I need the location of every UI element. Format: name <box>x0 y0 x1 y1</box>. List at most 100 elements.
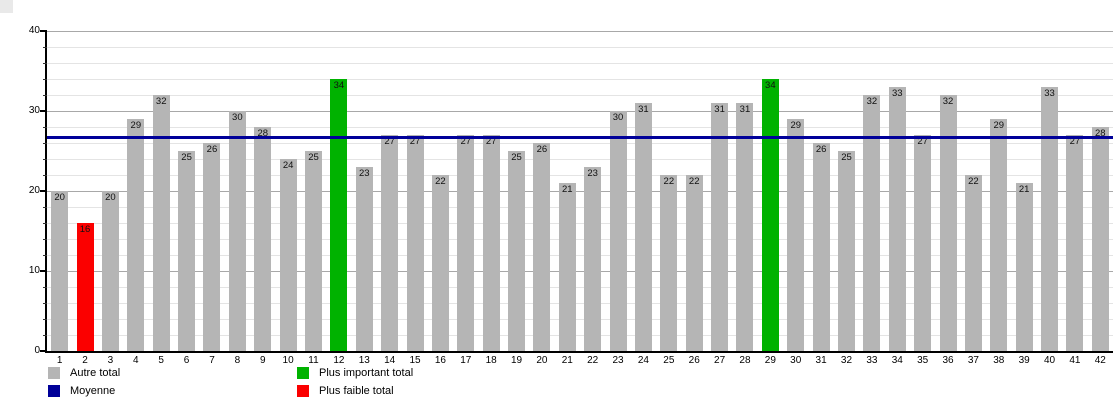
x-axis-label: 21 <box>561 355 573 366</box>
x-axis-label: 26 <box>688 355 700 366</box>
x-axis-label: 16 <box>434 355 446 366</box>
y-axis-label: 30 <box>28 105 40 116</box>
x-axis-label: 30 <box>790 355 802 366</box>
x-axis-label: 25 <box>663 355 675 366</box>
bar: 20 <box>101 191 119 351</box>
bar: 21 <box>558 183 576 351</box>
bar: 27 <box>1066 135 1084 351</box>
bar-value-label: 31 <box>638 104 649 115</box>
y-axis-label: 40 <box>28 25 40 36</box>
bar-value-label: 27 <box>384 136 395 147</box>
bar: 28 <box>1091 127 1109 351</box>
bar-value-label: 29 <box>130 120 142 131</box>
bar: 32 <box>939 95 957 351</box>
y-axis-tick-major <box>40 30 47 32</box>
x-axis-label: 10 <box>282 355 294 366</box>
bar: 32 <box>152 95 170 351</box>
y-axis-tick-major <box>40 110 47 112</box>
x-axis-label: 20 <box>536 355 548 366</box>
bar-value-label: 28 <box>257 128 269 139</box>
x-axis-label: 19 <box>510 355 523 366</box>
bar-value-label: 27 <box>917 136 928 147</box>
x-axis-label: 36 <box>942 355 954 366</box>
y-axis-tick-minor <box>43 318 47 320</box>
x-axis-label: 27 <box>714 355 726 366</box>
gridline-minor <box>47 302 1113 304</box>
bar-value-label: 20 <box>105 192 116 203</box>
y-axis-label: 0 <box>34 345 40 356</box>
bar: 26 <box>533 143 551 351</box>
x-axis-label: 37 <box>967 355 979 366</box>
bar: 22 <box>431 175 449 351</box>
bar: 25 <box>305 151 322 351</box>
x-axis-label: 7 <box>209 355 215 366</box>
bar-value-label: 34 <box>333 80 345 91</box>
bar: 27 <box>406 135 424 351</box>
legend-item-plus-important-total: Plus important total <box>297 366 413 379</box>
legend-swatch-moyenne <box>48 384 60 397</box>
gridline-minor <box>47 62 1113 64</box>
legend-label: Autre total <box>70 366 121 379</box>
x-axis-label: 15 <box>409 355 421 366</box>
bar: 29 <box>787 119 805 351</box>
gridline-minor <box>47 126 1113 128</box>
y-axis-tick-minor <box>43 254 47 256</box>
x-axis-label: 8 <box>234 355 241 366</box>
x-axis-label: 13 <box>358 355 370 366</box>
gridline-minor <box>47 222 1113 224</box>
x-axis-label: 5 <box>158 355 164 366</box>
gridline-major <box>47 190 1113 192</box>
bar-value-label: 25 <box>181 152 192 163</box>
bar-value-label: 26 <box>206 144 218 155</box>
y-axis-tick-minor <box>43 222 47 224</box>
x-axis-label: 28 <box>739 355 751 366</box>
y-axis-tick-minor <box>43 174 47 176</box>
gridline-minor <box>47 142 1113 144</box>
bar: 30 <box>609 111 627 351</box>
bar-value-label: 23 <box>587 168 598 179</box>
gridline-major <box>47 30 1113 32</box>
bar-value-label: 21 <box>1018 184 1030 195</box>
x-axis-label: 33 <box>866 355 878 366</box>
bar-value-label: 28 <box>1095 128 1106 139</box>
legend-item-moyenne: Moyenne <box>48 384 115 397</box>
bar: 26 <box>203 143 221 351</box>
y-axis-tick-minor <box>43 142 47 144</box>
bar: 34 <box>330 79 348 351</box>
legend-swatch-plus-faible-total <box>297 384 309 397</box>
x-axis-label: 14 <box>384 355 396 366</box>
y-axis-tick-minor <box>43 62 47 64</box>
bar: 31 <box>736 103 754 351</box>
bar: 31 <box>711 103 729 351</box>
x-axis-label: 24 <box>637 355 649 366</box>
plot-area: 20 16 20 29 32 25 26 30 28 24 25 34 23 27 27 22 27 27 25 26… <box>45 30 1113 353</box>
legend-label: Plus important total <box>319 366 414 379</box>
bar: 27 <box>914 135 932 351</box>
y-axis-tick-major <box>40 190 47 192</box>
gridline-minor <box>47 78 1113 80</box>
legend-label: Moyenne <box>70 384 116 397</box>
gridline-minor <box>47 46 1113 48</box>
legend-swatch-plus-important-total <box>297 366 309 379</box>
x-axis-label: 2 <box>82 355 88 366</box>
gridline-major <box>47 270 1113 272</box>
x-axis-label: 6 <box>183 355 190 366</box>
bar-value-label: 30 <box>612 112 624 123</box>
y-axis-tick-major <box>40 350 47 352</box>
x-axis-label: 42 <box>1094 355 1106 366</box>
bar-value-label: 32 <box>942 96 954 107</box>
x-axis-label: 11 <box>308 355 319 366</box>
bar: 27 <box>482 135 500 351</box>
x-axis-label: 1 <box>56 355 63 366</box>
bar: 31 <box>634 103 652 351</box>
y-axis-tick-minor <box>43 94 47 96</box>
x-axis-label: 12 <box>333 355 345 366</box>
y-axis-tick-minor <box>43 286 47 288</box>
x-axis-label: 32 <box>840 355 853 366</box>
bar-value-label: 27 <box>1069 136 1081 147</box>
bar: 25 <box>508 151 526 351</box>
bar-value-label: 27 <box>485 136 497 147</box>
bar-value-label: 25 <box>308 152 319 163</box>
x-axis-label: 40 <box>1043 355 1056 366</box>
